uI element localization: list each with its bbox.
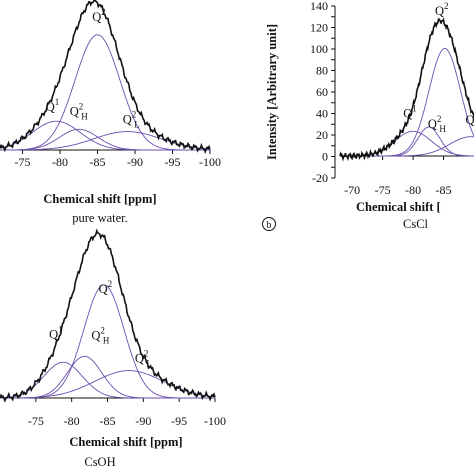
panel-b-letter: b bbox=[267, 220, 272, 231]
y-tick-label: 0 bbox=[322, 150, 328, 164]
panel-a-pure-water: -75 -80 -85 -90 -95 -100 Q1 Q2 H Q2 Q2 L Chemical s… bbox=[0, 0, 221, 225]
x-tick-label: -85 bbox=[436, 183, 452, 197]
y-tick-label: 140 bbox=[310, 0, 328, 13]
x-tick-label: -80 bbox=[52, 155, 68, 169]
panel-a-xlabel: Chemical shift [ppm] bbox=[43, 192, 156, 206]
component-peak-curve bbox=[340, 48, 474, 157]
x-tick-label: -70 bbox=[344, 183, 360, 197]
panel-b-caption: CsCl bbox=[403, 217, 429, 231]
x-tick-label: -90 bbox=[135, 414, 151, 428]
x-tick-label: -80 bbox=[405, 183, 421, 197]
y-tick-label: 20 bbox=[316, 128, 328, 142]
component-peak-curve bbox=[0, 34, 210, 151]
panel-c-plot-area: -75 -80 -85 -90 -95 -100 Q1 Q2 H Q2 Q2 L bbox=[0, 228, 226, 428]
y-tick-label: 60 bbox=[316, 85, 328, 99]
peak-label: Q2 bbox=[92, 7, 106, 24]
x-tick-label: -100 bbox=[204, 414, 226, 428]
y-tick-label: 120 bbox=[310, 21, 328, 35]
y-tick-label: 80 bbox=[316, 64, 328, 78]
x-tick-label: -85 bbox=[100, 414, 116, 428]
peak-label: Q1 bbox=[46, 97, 60, 114]
component-peak-curve bbox=[340, 136, 474, 157]
spectrum-envelope-curve bbox=[0, 228, 216, 403]
peak-label: Q2 bbox=[435, 1, 449, 18]
x-tick-label: -95 bbox=[171, 414, 187, 428]
peak-label: Q1 bbox=[49, 324, 63, 341]
component-peak-curve bbox=[0, 131, 211, 151]
panel-b-xlabel: Chemical shift [ bbox=[356, 200, 441, 214]
spectrum-envelope-curve bbox=[0, 0, 211, 155]
panel-b-cscl: -70 -75 -80 -85 -20 0 20 40 60 80 100 120 140 Q1 Q2 H Q2… bbox=[262, 0, 474, 231]
panel-c-csoh: -75 -80 -85 -90 -95 -100 Q1 Q2 H Q2 Q2 L Chemical s… bbox=[0, 228, 226, 469]
x-tick-label: -75 bbox=[15, 155, 31, 169]
panel-b-letter-circle bbox=[262, 217, 276, 231]
peak-label: Q2 H bbox=[428, 114, 447, 134]
x-tick-label: -85 bbox=[90, 155, 106, 169]
panel-b-plot-area: -70 -75 -80 -85 -20 0 20 40 60 80 100 120 140 Q1 Q2 H Q2… bbox=[310, 0, 474, 197]
x-tick-label: -75 bbox=[375, 183, 391, 197]
peak-label: Q2 H bbox=[91, 326, 110, 346]
panel-b-ylabel: Intensity [Arbitrary unit] bbox=[265, 24, 279, 160]
x-tick-label: -95 bbox=[165, 155, 181, 169]
panel-c-caption: CsOH bbox=[84, 455, 115, 469]
peak-label: Q2 H bbox=[70, 101, 89, 121]
panel-c-xlabel: Chemical shift [ppm] bbox=[69, 435, 182, 449]
y-tick-label: -20 bbox=[312, 171, 328, 185]
peak-label: Q1 bbox=[403, 103, 417, 120]
y-tick-label: 40 bbox=[316, 107, 328, 121]
x-tick-label: -75 bbox=[28, 414, 44, 428]
component-peak-curve bbox=[0, 370, 216, 399]
x-tick-label: -90 bbox=[127, 155, 143, 169]
peak-label: Q2 bbox=[99, 279, 113, 296]
peak-label: Q2L bbox=[465, 110, 474, 130]
x-tick-label: -100 bbox=[199, 155, 221, 169]
panel-a-plot-area: -75 -80 -85 -90 -95 -100 Q1 Q2 H Q2 Q2 L bbox=[0, 0, 221, 169]
x-tick-label: -80 bbox=[64, 414, 80, 428]
spectrum-envelope-curve bbox=[339, 17, 474, 162]
panel-a-caption: pure water. bbox=[72, 211, 128, 225]
y-tick-label: 100 bbox=[310, 42, 328, 56]
